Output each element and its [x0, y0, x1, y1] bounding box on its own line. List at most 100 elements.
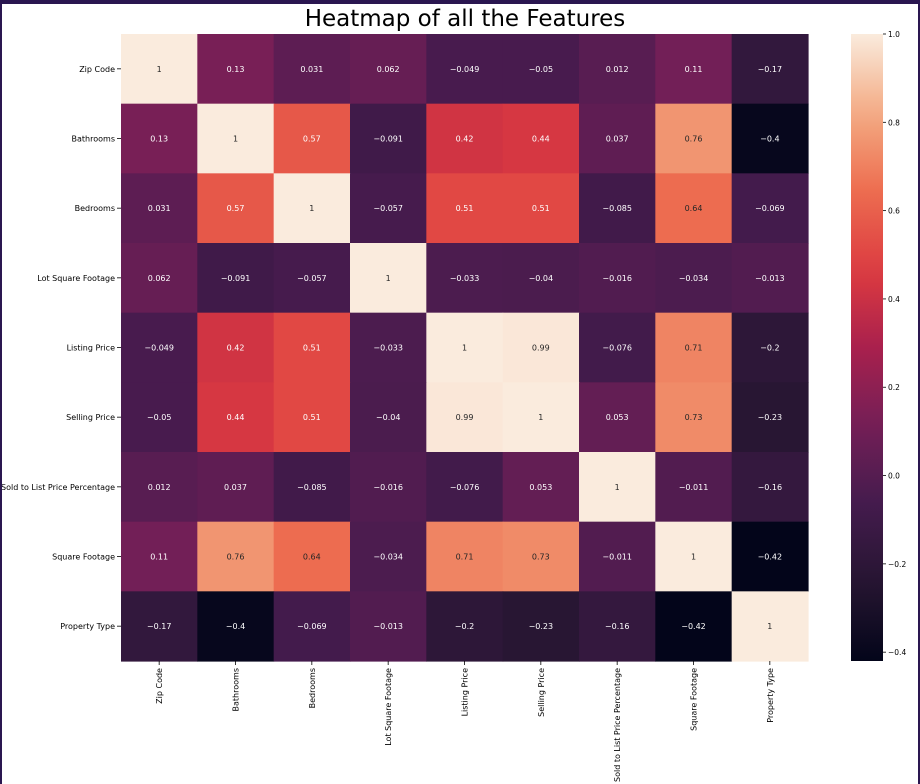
cell-sold-to-list-price-percentage-lot-square-footage — [350, 452, 427, 523]
cell-value-bathrooms-listing-price: 0.42 — [456, 135, 474, 144]
cell-value-selling-price-sold-to-list-price-percentage: 0.053 — [606, 413, 629, 422]
y-label-selling-price: Selling Price — [66, 413, 115, 422]
cell-bedrooms-listing-price — [426, 173, 504, 244]
y-label-sold-to-list-price-percentage: Sold to List Price Percentage — [2, 483, 115, 492]
cell-property-type-selling-price — [502, 591, 580, 662]
cell-value-zip-code-zip-code: 1 — [157, 65, 162, 74]
cell-value-square-footage-listing-price: 0.71 — [456, 553, 474, 562]
cell-value-selling-price-square-footage: 0.73 — [685, 413, 703, 422]
y-label-property-type: Property Type — [60, 622, 115, 631]
cell-selling-price-lot-square-footage — [350, 382, 427, 453]
cell-bedrooms-bedrooms — [273, 173, 351, 244]
cell-value-selling-price-selling-price: 1 — [538, 413, 543, 422]
cell-property-type-square-footage — [655, 591, 733, 662]
cell-bedrooms-sold-to-list-price-percentage — [579, 173, 656, 244]
cell-lot-square-footage-zip-code — [121, 243, 198, 314]
x-label-property-type: Property Type — [766, 668, 775, 723]
cell-square-footage-bedrooms — [273, 521, 351, 592]
cell-value-listing-price-listing-price: 1 — [462, 344, 467, 353]
cell-bathrooms-square-footage — [655, 103, 733, 174]
cell-bathrooms-listing-price — [426, 103, 504, 174]
cell-lot-square-footage-square-footage — [655, 243, 733, 314]
cell-value-zip-code-sold-to-list-price-percentage: 0.012 — [606, 65, 629, 74]
x-label-lot-square-footage: Lot Square Footage — [384, 668, 393, 746]
cell-value-bedrooms-listing-price: 0.51 — [456, 204, 474, 213]
colorbar-tick-label: −0.2 — [888, 560, 906, 569]
cell-zip-code-property-type — [731, 34, 809, 105]
cell-property-type-bedrooms — [273, 591, 351, 662]
cell-bathrooms-property-type — [731, 103, 809, 174]
cell-selling-price-listing-price — [426, 382, 504, 453]
cell-value-bedrooms-square-footage: 0.64 — [685, 204, 703, 213]
cell-value-bedrooms-bathrooms: 0.57 — [227, 204, 245, 213]
cell-bedrooms-property-type — [731, 173, 809, 244]
cell-sold-to-list-price-percentage-selling-price — [502, 452, 580, 523]
cell-square-footage-sold-to-list-price-percentage — [579, 521, 656, 592]
cell-value-sold-to-list-price-percentage-selling-price: 0.053 — [529, 483, 552, 492]
cell-value-listing-price-bedrooms: 0.51 — [303, 344, 321, 353]
cell-value-lot-square-footage-listing-price: −0.033 — [450, 274, 480, 283]
cell-listing-price-listing-price — [426, 312, 504, 383]
cell-sold-to-list-price-percentage-zip-code — [121, 452, 198, 523]
cell-square-footage-selling-price — [502, 521, 580, 592]
y-label-lot-square-footage: Lot Square Footage — [37, 274, 115, 283]
cell-value-square-footage-selling-price: 0.73 — [532, 553, 550, 562]
cell-value-listing-price-lot-square-footage: −0.033 — [373, 344, 403, 353]
colorbar-gradient — [851, 34, 883, 661]
cell-property-type-zip-code — [121, 591, 198, 662]
cell-value-square-footage-property-type: −0.42 — [758, 553, 783, 562]
cell-value-lot-square-footage-bathrooms: −0.091 — [221, 274, 251, 283]
colorbar-tick-label: 0.6 — [888, 207, 900, 216]
x-label-sold-to-list-price-percentage: Sold to List Price Percentage — [613, 668, 622, 782]
cell-value-bathrooms-property-type: −0.4 — [760, 135, 779, 144]
cell-value-sold-to-list-price-percentage-listing-price: −0.076 — [450, 483, 480, 492]
cell-zip-code-selling-price — [502, 34, 580, 105]
cell-zip-code-bedrooms — [273, 34, 351, 105]
cell-lot-square-footage-listing-price — [426, 243, 504, 314]
cell-value-listing-price-selling-price: 0.99 — [532, 344, 550, 353]
cell-sold-to-list-price-percentage-property-type — [731, 452, 809, 523]
cell-listing-price-selling-price — [502, 312, 580, 383]
x-label-bedrooms: Bedrooms — [308, 668, 317, 708]
cell-property-type-sold-to-list-price-percentage — [579, 591, 656, 662]
cell-property-type-bathrooms — [197, 591, 275, 662]
cell-sold-to-list-price-percentage-sold-to-list-price-percentage — [579, 452, 656, 523]
heatmap-cells — [121, 34, 809, 662]
cell-bedrooms-selling-price — [502, 173, 580, 244]
cell-value-bedrooms-lot-square-footage: −0.057 — [373, 204, 403, 213]
cell-value-zip-code-bathrooms: 0.13 — [227, 65, 245, 74]
cell-value-property-type-listing-price: −0.2 — [455, 622, 474, 631]
cell-value-lot-square-footage-zip-code: 0.062 — [148, 274, 171, 283]
x-label-selling-price: Selling Price — [537, 668, 546, 717]
cell-value-sold-to-list-price-percentage-zip-code: 0.012 — [148, 483, 171, 492]
y-label-listing-price: Listing Price — [67, 344, 115, 353]
cell-value-sold-to-list-price-percentage-square-footage: −0.011 — [679, 483, 709, 492]
y-label-bedrooms: Bedrooms — [75, 204, 115, 213]
colorbar-tick-label: 0.2 — [888, 383, 900, 392]
cell-sold-to-list-price-percentage-bathrooms — [197, 452, 275, 523]
cell-selling-price-square-footage — [655, 382, 733, 453]
cell-listing-price-square-footage — [655, 312, 733, 383]
cell-zip-code-zip-code — [121, 34, 198, 105]
cell-bathrooms-sold-to-list-price-percentage — [579, 103, 656, 174]
cell-value-listing-price-sold-to-list-price-percentage: −0.076 — [602, 344, 632, 353]
cell-value-selling-price-bedrooms: 0.51 — [303, 413, 321, 422]
cell-value-square-footage-bathrooms: 0.76 — [227, 553, 245, 562]
cell-value-zip-code-property-type: −0.17 — [758, 65, 783, 74]
window-top-border — [2, 0, 920, 4]
y-label-zip-code: Zip Code — [79, 65, 115, 74]
cell-square-footage-listing-price — [426, 521, 504, 592]
cell-listing-price-bedrooms — [273, 312, 351, 383]
cell-value-bathrooms-lot-square-footage: −0.091 — [373, 135, 403, 144]
y-label-square-footage: Square Footage — [52, 553, 115, 562]
cell-lot-square-footage-property-type — [731, 243, 809, 314]
cell-value-sold-to-list-price-percentage-lot-square-footage: −0.016 — [373, 483, 403, 492]
cell-value-square-footage-sold-to-list-price-percentage: −0.011 — [602, 553, 632, 562]
cell-value-sold-to-list-price-percentage-property-type: −0.16 — [758, 483, 783, 492]
cell-value-bathrooms-selling-price: 0.44 — [532, 135, 550, 144]
cell-bathrooms-bathrooms — [197, 103, 275, 174]
cell-square-footage-lot-square-footage — [350, 521, 427, 592]
cell-lot-square-footage-lot-square-footage — [350, 243, 427, 314]
cell-zip-code-square-footage — [655, 34, 733, 105]
